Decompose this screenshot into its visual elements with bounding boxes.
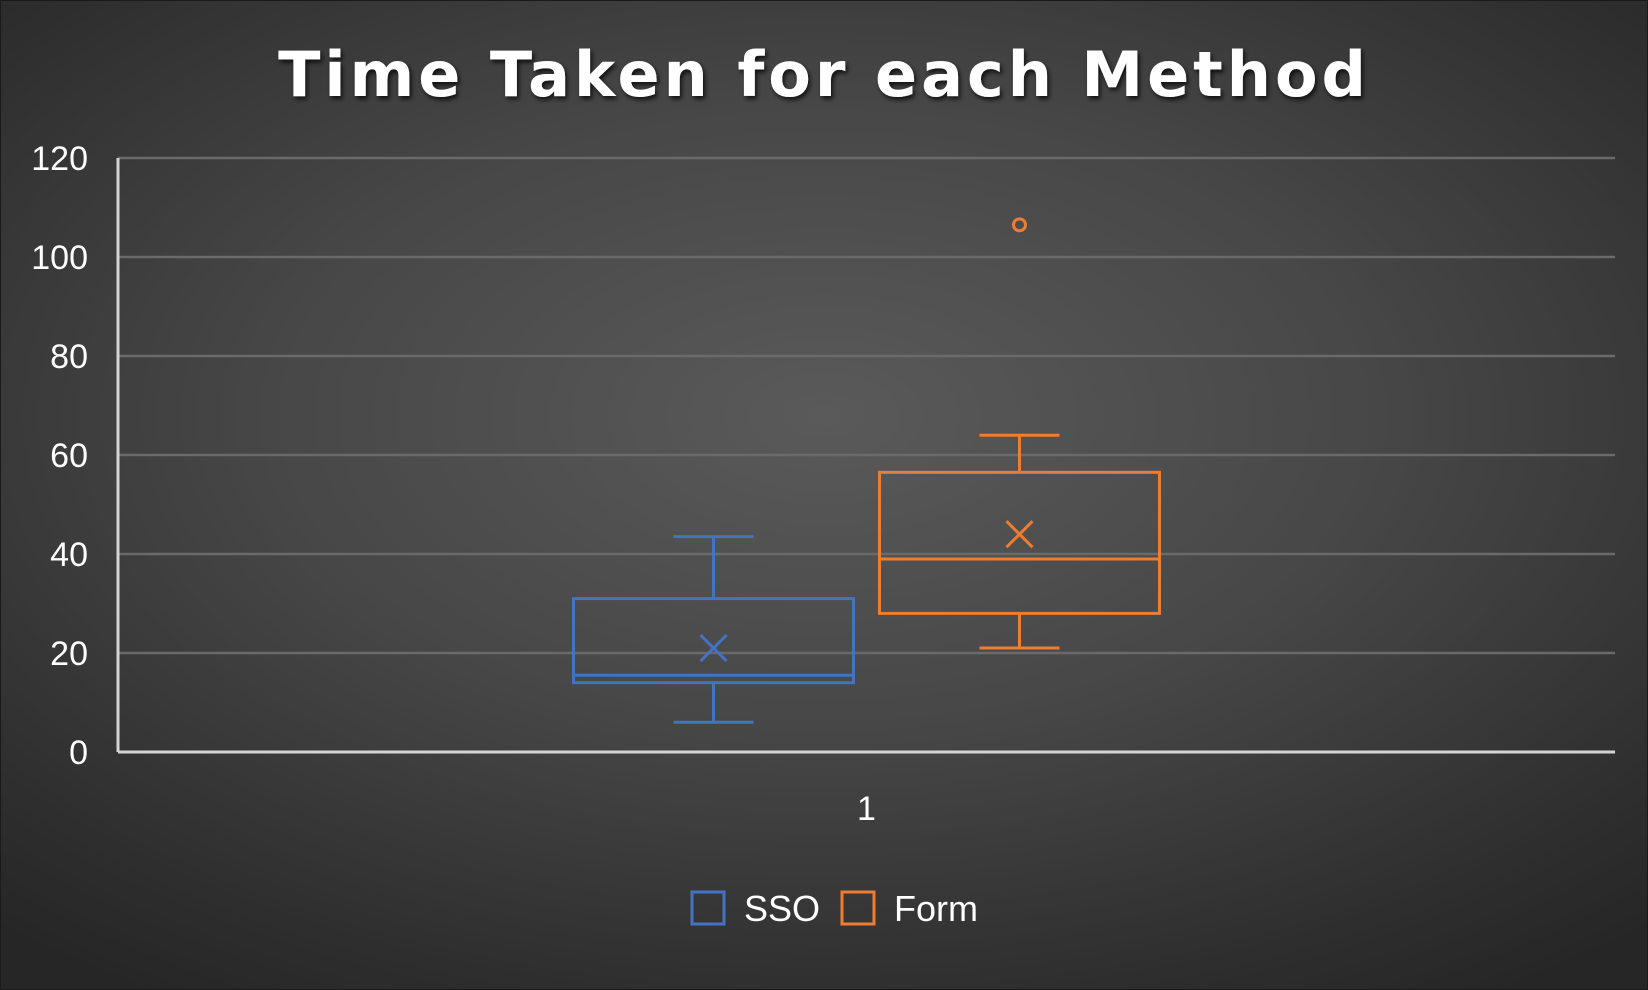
- y-tick-label: 80: [50, 338, 88, 376]
- plot-area: [572, 217, 1161, 724]
- y-tick-label: 100: [31, 239, 88, 277]
- axes: 0 20 40 60 80 100 120 1: [31, 140, 1615, 828]
- chart-title: Time Taken for each Method: [278, 38, 1370, 111]
- mean-marker: [1005, 520, 1034, 549]
- y-tick-label: 120: [31, 140, 88, 178]
- outlier-point: [1012, 217, 1027, 233]
- iqr-box: [878, 470, 1161, 615]
- y-tick-label: 20: [50, 635, 88, 673]
- mean-marker: [699, 633, 728, 663]
- legend-item-sso: SSO: [690, 888, 820, 929]
- gridlines: [118, 156, 1615, 655]
- legend-label: Form: [894, 888, 978, 929]
- x-tick-label: 1: [857, 790, 876, 828]
- y-tick-label: 40: [50, 536, 88, 574]
- box-form: [878, 217, 1161, 650]
- iqr-box: [572, 597, 855, 685]
- legend-label: SSO: [744, 888, 820, 929]
- legend-swatch: [840, 890, 876, 926]
- legend-item-form: Form: [840, 888, 978, 929]
- y-tick-label: 0: [69, 734, 88, 772]
- legend: SSO Form: [690, 888, 978, 929]
- legend-swatch: [690, 890, 726, 926]
- y-tick-label: 60: [50, 437, 88, 475]
- box-sso: [572, 535, 855, 724]
